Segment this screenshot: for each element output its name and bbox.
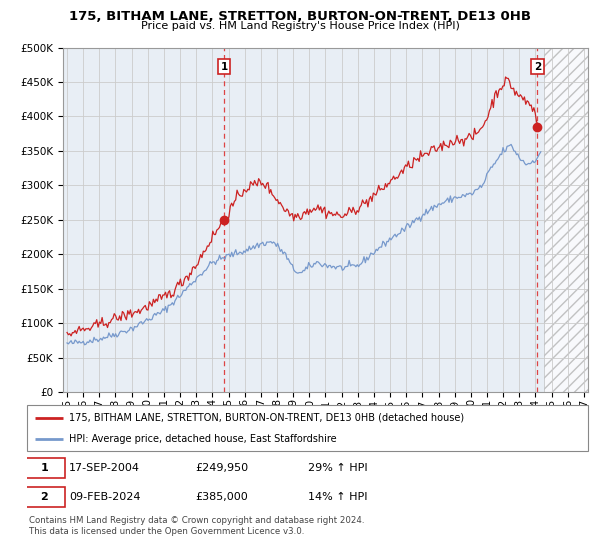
- Text: 2: 2: [534, 62, 541, 72]
- Text: HPI: Average price, detached house, East Staffordshire: HPI: Average price, detached house, East…: [69, 434, 337, 444]
- FancyBboxPatch shape: [27, 405, 588, 451]
- Text: 1: 1: [41, 463, 48, 473]
- FancyBboxPatch shape: [24, 458, 65, 478]
- Text: £385,000: £385,000: [196, 492, 248, 502]
- Text: 1: 1: [220, 62, 227, 72]
- Text: 09-FEB-2024: 09-FEB-2024: [69, 492, 140, 502]
- Bar: [544, 48, 588, 392]
- Text: Price paid vs. HM Land Registry's House Price Index (HPI): Price paid vs. HM Land Registry's House …: [140, 21, 460, 31]
- Text: 175, BITHAM LANE, STRETTON, BURTON-ON-TRENT, DE13 0HB: 175, BITHAM LANE, STRETTON, BURTON-ON-TR…: [69, 10, 531, 22]
- Text: 17-SEP-2004: 17-SEP-2004: [69, 463, 140, 473]
- FancyBboxPatch shape: [24, 487, 65, 507]
- Text: 2: 2: [41, 492, 48, 502]
- Text: 14% ↑ HPI: 14% ↑ HPI: [308, 492, 367, 502]
- Text: 29% ↑ HPI: 29% ↑ HPI: [308, 463, 367, 473]
- Text: 175, BITHAM LANE, STRETTON, BURTON-ON-TRENT, DE13 0HB (detached house): 175, BITHAM LANE, STRETTON, BURTON-ON-TR…: [69, 413, 464, 423]
- Text: £249,950: £249,950: [196, 463, 248, 473]
- Text: Contains HM Land Registry data © Crown copyright and database right 2024.
This d: Contains HM Land Registry data © Crown c…: [29, 516, 364, 536]
